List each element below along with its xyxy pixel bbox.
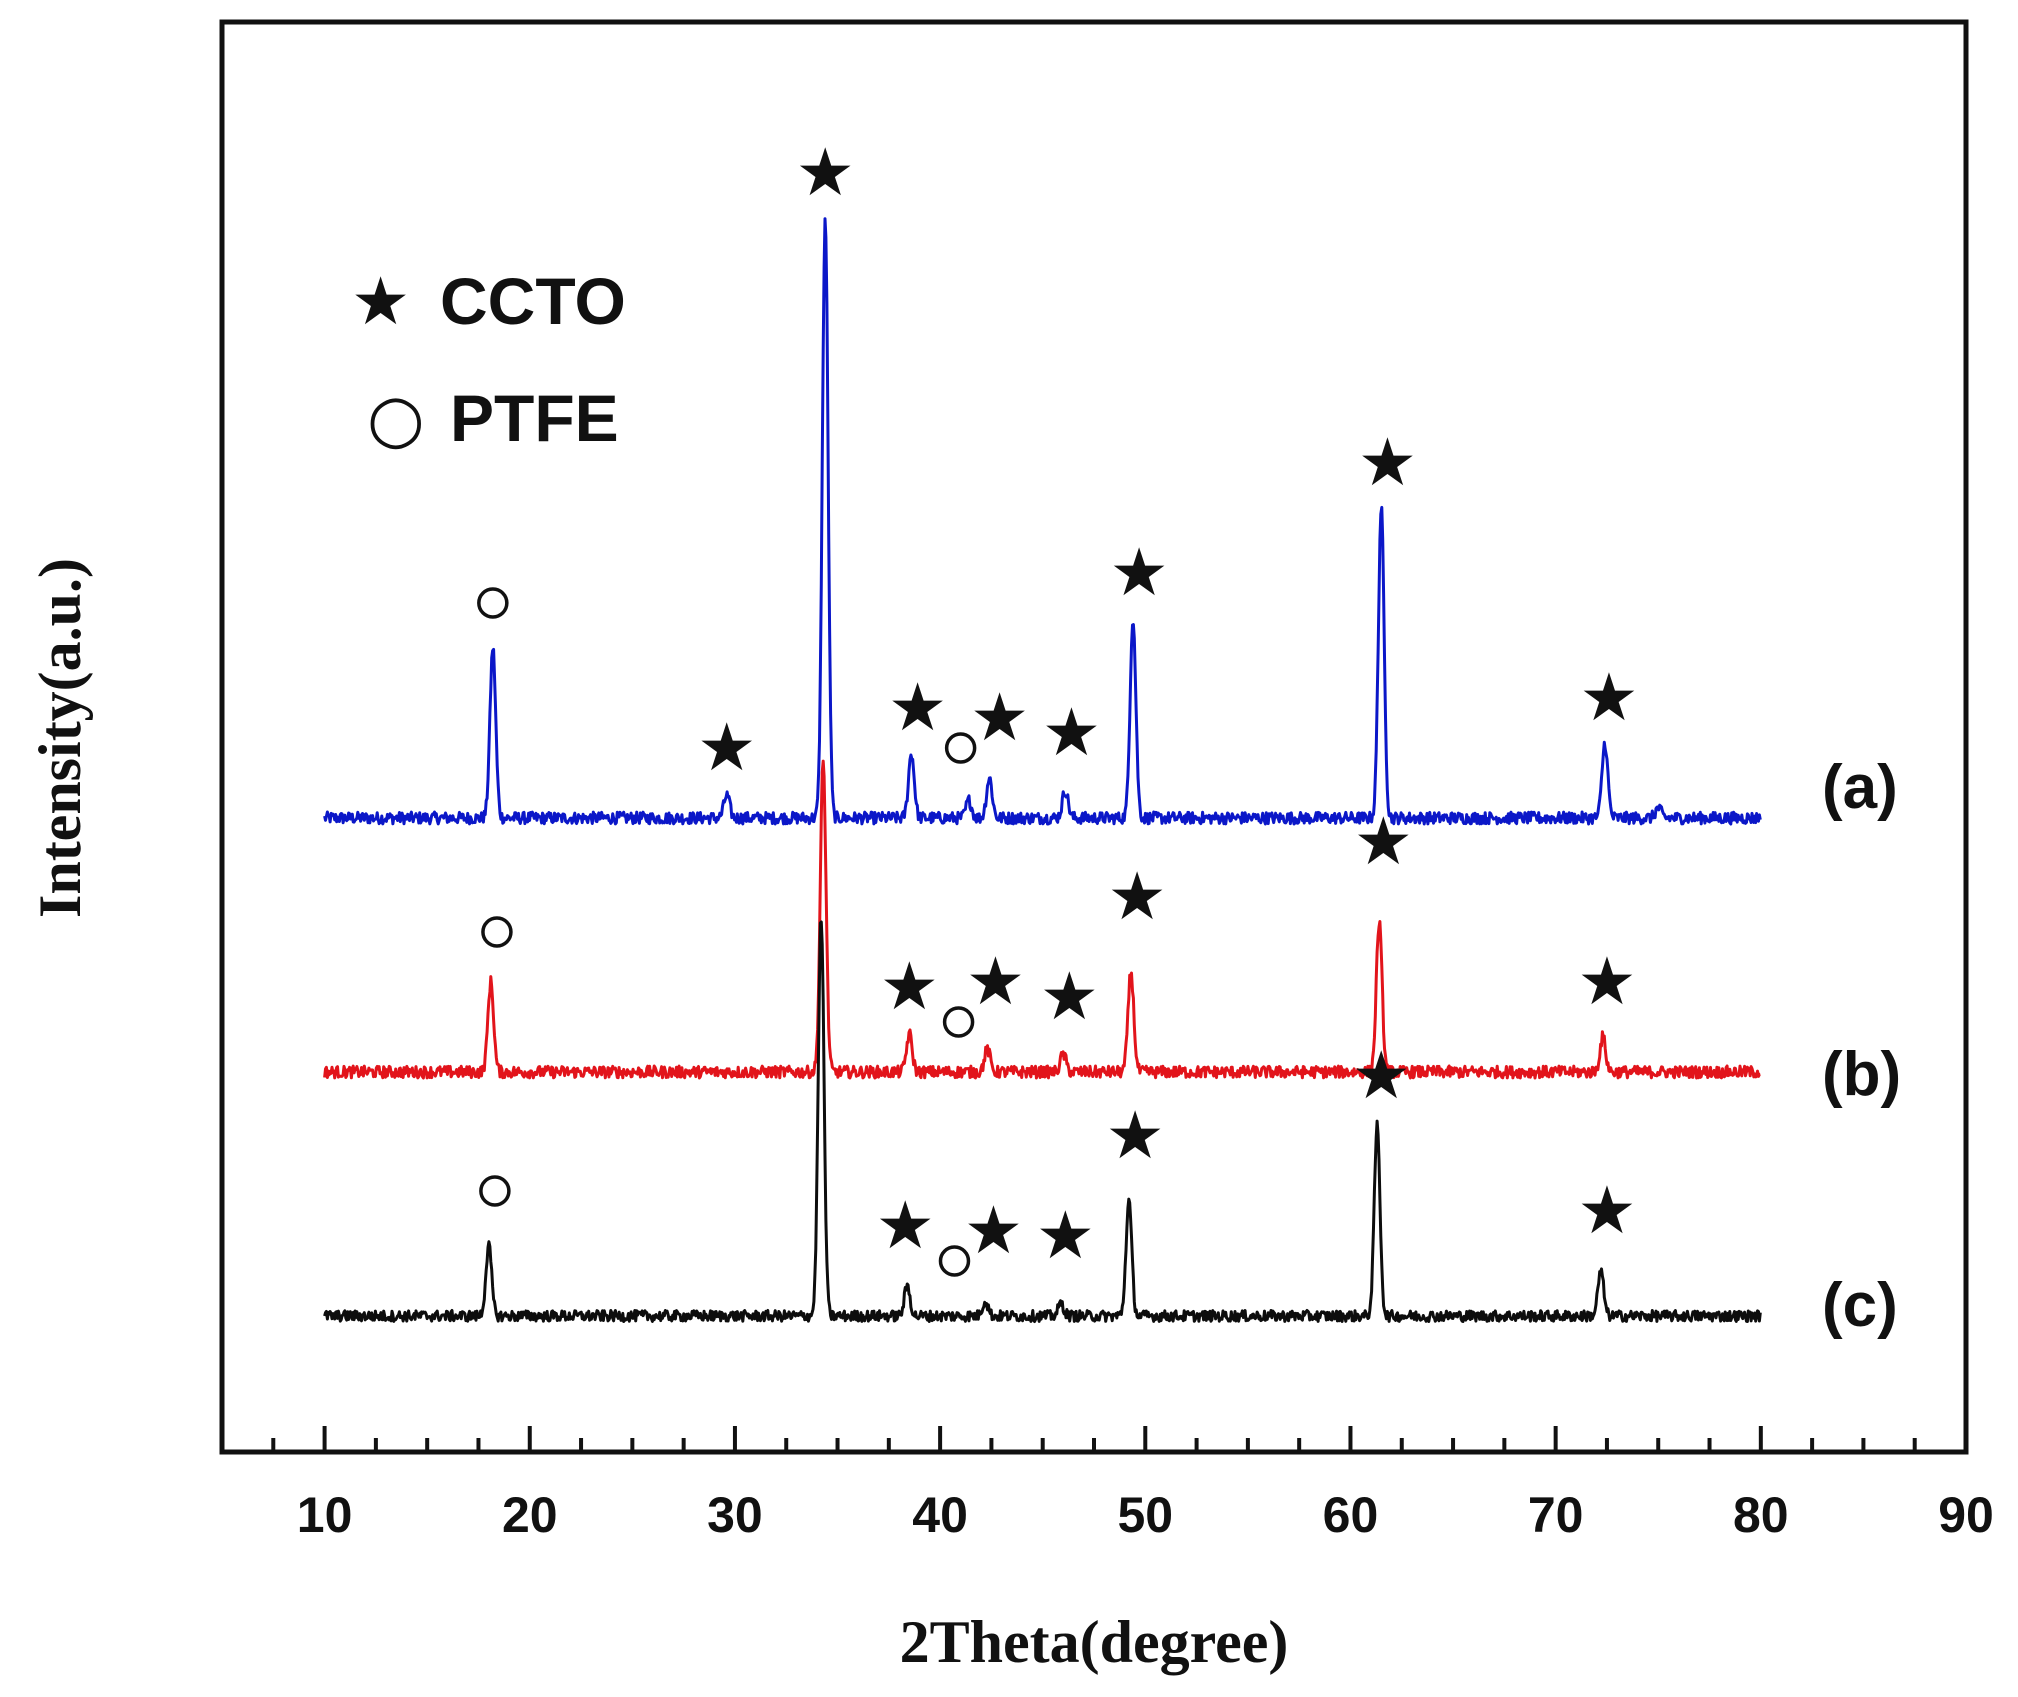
x-tick-label: 10 (297, 1487, 353, 1543)
ccto-peak-marker: ★ (1108, 858, 1167, 935)
ccto-peak-marker: ★ (1354, 803, 1413, 880)
ptfe-peak-marker (942, 1006, 975, 1038)
ccto-peak-marker: ★ (970, 679, 1029, 756)
series-line-b (323, 759, 1761, 1080)
series-label-c: (c) (1822, 1271, 1898, 1340)
ccto-peak-marker: ★ (880, 948, 939, 1025)
ccto-peak-marker: ★ (1110, 534, 1169, 611)
y-axis-title: Intensity(a.u.) (27, 558, 93, 918)
x-tick-label: 40 (912, 1487, 968, 1543)
ccto-peak-marker: ★ (1579, 659, 1638, 736)
ptfe-peak-marker (944, 732, 977, 764)
ccto-peak-marker: ★ (1352, 1037, 1411, 1114)
ccto-peak-marker: ★ (1040, 958, 1099, 1035)
ccto-peak-marker: ★ (1042, 694, 1101, 771)
ccto-peak-marker: ★ (876, 1187, 935, 1264)
ptfe-peak-marker (479, 1175, 511, 1207)
x-tick-label: 20 (502, 1487, 558, 1543)
ccto-peak-marker: ★ (966, 943, 1025, 1020)
ccto-peak-marker: ★ (1577, 943, 1636, 1020)
legend-label-ccto: CCTO (440, 264, 626, 338)
legend-circle-icon: ○ (367, 380, 425, 457)
peak-annotation-group: ★★★ ★ ★★★★★ ★ ★★★★★ ★ ★★★★ (477, 134, 1639, 1277)
legend-label-ptfe: PTFE (450, 381, 619, 455)
x-tick-label: 80 (1733, 1487, 1789, 1543)
series-line-a (323, 217, 1762, 826)
x-tick-label: 30 (707, 1487, 763, 1543)
legend-star-icon: ★ (351, 263, 410, 340)
ccto-peak-marker: ★ (964, 1192, 1023, 1269)
series-label-b: (b) (1822, 1040, 1901, 1109)
x-tick-label: 50 (1117, 1487, 1173, 1543)
ptfe-peak-marker (477, 587, 509, 619)
ccto-peak-marker: ★ (1358, 424, 1417, 501)
ccto-peak-marker: ★ (1036, 1197, 1095, 1274)
x-axis: 10 20 30 40 50 60 70 80 90 (220, 1426, 1994, 1543)
ccto-peak-marker: ★ (796, 134, 855, 211)
ccto-peak-marker: ★ (697, 709, 756, 786)
x-tick-label: 60 (1323, 1487, 1379, 1543)
ccto-peak-marker: ★ (1105, 1097, 1164, 1174)
trace-group (323, 217, 1762, 1323)
series-label-a: (a) (1822, 753, 1898, 822)
ptfe-peak-marker (938, 1245, 971, 1277)
x-tick-label: 70 (1528, 1487, 1584, 1543)
ccto-peak-marker: ★ (1577, 1172, 1636, 1249)
ccto-peak-marker: ★ (888, 669, 947, 746)
ptfe-peak-marker (481, 916, 513, 948)
x-tick-label: 90 (1938, 1487, 1994, 1543)
legend: ★ CCTO ○ PTFE (351, 263, 626, 457)
x-axis-title: 2Theta(degree) (900, 1609, 1289, 1675)
series-line-c (323, 920, 1762, 1323)
